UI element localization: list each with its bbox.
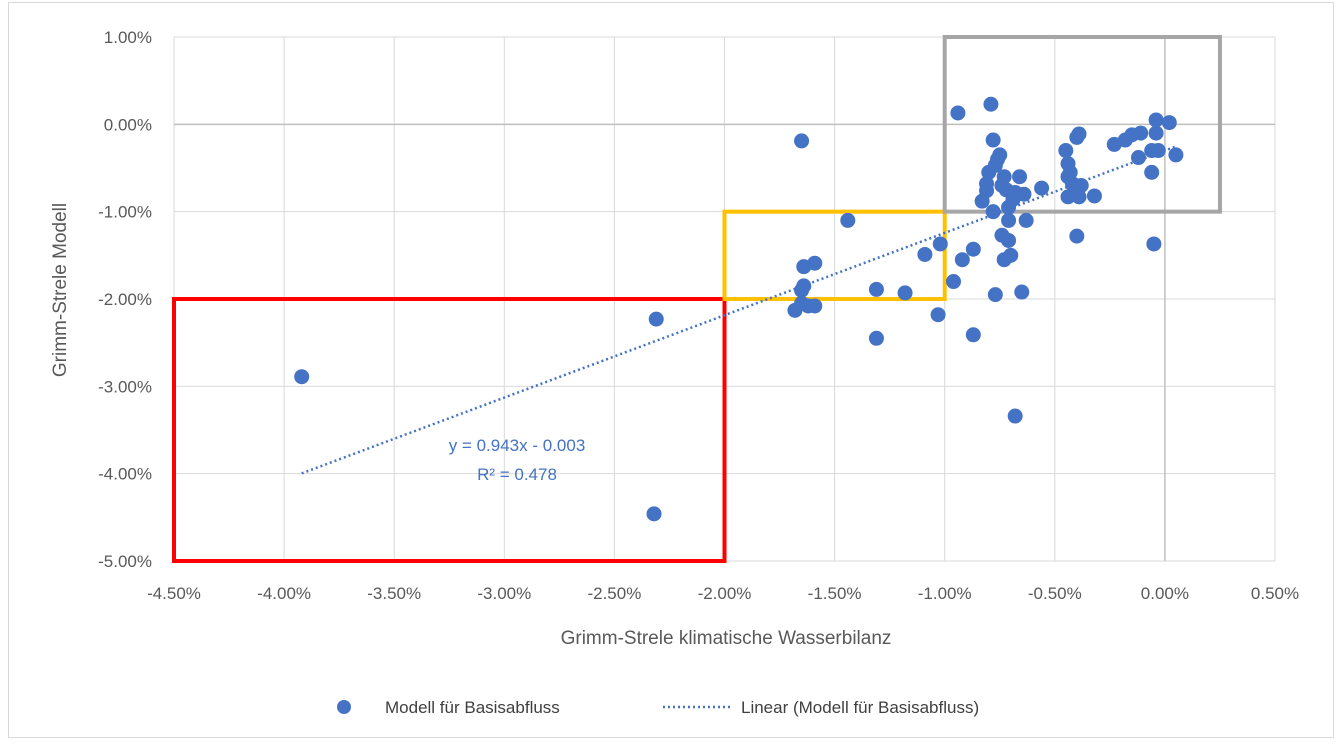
trendline [301,145,1177,475]
data-point [1003,247,1019,263]
data-point [646,506,662,522]
data-point [1014,284,1030,300]
data-point [1001,212,1017,228]
data-point [996,169,1012,185]
data-point [1073,177,1089,193]
data-point [787,302,803,318]
y-tick-label: -3.00% [98,377,152,396]
data-point [1062,164,1078,180]
data-point [1012,169,1028,185]
data-point [983,96,999,112]
data-point [1150,143,1166,159]
x-axis-ticks: -4.50% -4.00% -3.50% -3.00% -2.50% -2.00% -1.5… [147,584,1299,603]
data-point [917,246,933,262]
data-point [954,252,970,268]
trendline-path [301,145,1177,475]
y-tick-label: -4.00% [98,465,152,484]
data-points [294,96,1184,522]
legend-label-trendline: Linear (Modell für Basisabfluss) [741,698,979,717]
y-axis-title: Grimm-Strele Modell [50,203,71,377]
data-point [1146,236,1162,252]
data-point [965,241,981,257]
x-tick-label: -4.00% [257,584,311,603]
data-point [1058,143,1074,159]
data-point [807,298,823,314]
trendline-equation: y = 0.943x - 0.003 [449,436,586,455]
x-tick-label: 0.50% [1251,584,1299,603]
data-point [868,330,884,346]
data-point [992,147,1008,163]
x-tick-label: -2.50% [587,584,641,603]
data-point [1069,228,1085,244]
annotation-boxes [172,35,1222,563]
data-point [987,287,1003,303]
data-point [985,204,1001,220]
x-tick-label: -2.00% [698,584,752,603]
annotation-box [722,209,947,302]
data-point [1034,180,1050,196]
data-point [294,369,310,385]
chart-frame: 1.00% 0.00% -1.00% -2.00% -3.00% -4.00% -5.00%… [8,2,1334,738]
x-tick-label: -1.50% [808,584,862,603]
x-tick-label: -0.50% [1028,584,1082,603]
data-point [868,281,884,297]
scatter-chart: 1.00% 0.00% -1.00% -2.00% -3.00% -4.00% -5.00%… [50,28,1299,717]
data-point [840,212,856,228]
data-point [794,133,810,149]
y-tick-label: -2.00% [98,290,152,309]
data-point [1148,125,1164,141]
data-point [648,311,664,327]
data-point [1161,115,1177,131]
y-tick-label: -5.00% [98,552,152,571]
data-point [1168,147,1184,163]
data-point [1086,188,1102,204]
data-point [965,327,981,343]
y-tick-label: -1.00% [98,203,152,222]
x-axis-title: Grimm-Strele klimatische Wasserbilanz [561,628,892,649]
trendline-r2: R² = 0.478 [477,465,557,484]
x-tick-label: -1.00% [918,584,972,603]
data-point [950,105,966,121]
legend-marker-points [337,700,351,714]
data-point [1148,112,1164,128]
data-point [979,176,995,192]
x-tick-label: -4.50% [147,584,201,603]
data-point [946,274,962,290]
data-point [1144,164,1160,180]
data-point [807,255,823,271]
y-axis-ticks: 1.00% 0.00% -1.00% -2.00% -3.00% -4.00% -5.00% [98,28,152,571]
x-tick-label: 0.00% [1141,584,1189,603]
data-point [1016,186,1032,202]
data-point [1133,125,1149,141]
legend-label-points: Modell für Basisabfluss [385,698,560,717]
data-point [1007,408,1023,424]
data-point [1001,232,1017,248]
x-tick-label: -3.00% [477,584,531,603]
x-tick-label: -3.50% [367,584,421,603]
data-point [794,282,810,298]
y-tick-label: 0.00% [104,115,152,134]
annotation-box [942,35,1222,214]
annotation-box [172,297,727,563]
data-point [1071,189,1087,205]
y-tick-label: 1.00% [104,28,152,47]
data-point [985,132,1001,148]
data-point [897,285,913,301]
data-point [930,307,946,323]
legend: Modell für Basisabfluss Linear (Modell f… [337,698,979,717]
data-point [1130,150,1146,166]
data-point [932,236,948,252]
data-point [1071,126,1087,142]
data-point [1018,212,1034,228]
